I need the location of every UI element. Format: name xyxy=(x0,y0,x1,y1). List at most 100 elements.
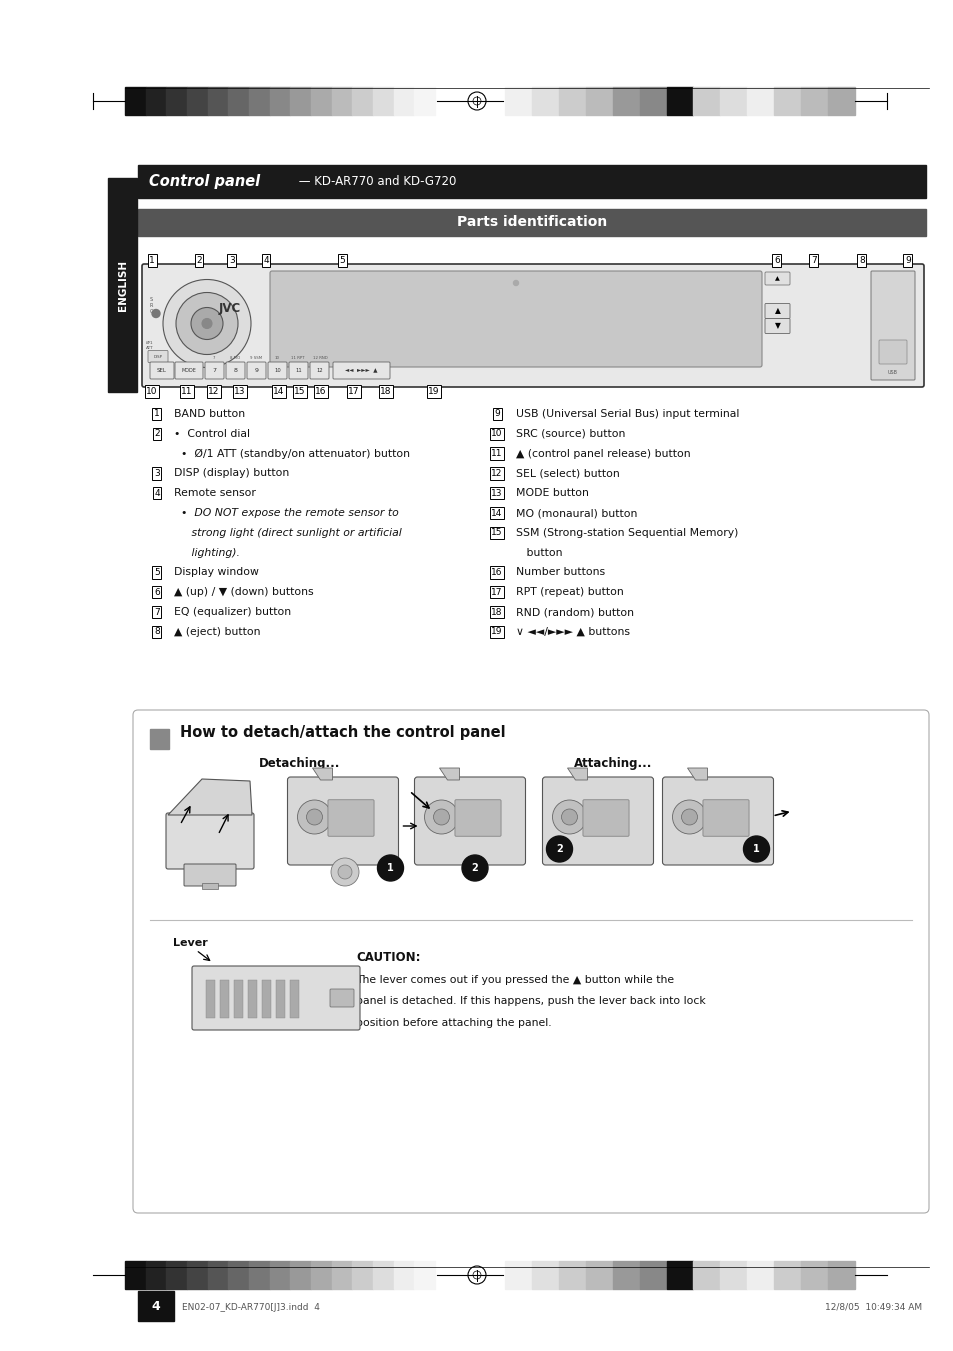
Bar xyxy=(249,86,270,115)
FancyBboxPatch shape xyxy=(582,800,628,836)
Text: CAUTION:: CAUTION: xyxy=(355,951,420,965)
Circle shape xyxy=(331,858,358,886)
Bar xyxy=(720,86,746,115)
Text: 18: 18 xyxy=(491,608,502,616)
Text: Attaching...: Attaching... xyxy=(573,757,652,770)
Circle shape xyxy=(424,800,458,834)
Bar xyxy=(275,979,285,1019)
Text: DISP: DISP xyxy=(153,354,162,358)
Circle shape xyxy=(561,809,577,825)
Text: 15: 15 xyxy=(294,386,305,396)
FancyBboxPatch shape xyxy=(878,340,906,363)
Bar xyxy=(720,1260,746,1289)
Text: USB (Universal Serial Bus) input terminal: USB (Universal Serial Bus) input termina… xyxy=(516,409,739,419)
Bar xyxy=(208,86,228,115)
Text: BAND button: BAND button xyxy=(173,409,245,419)
FancyBboxPatch shape xyxy=(270,272,761,367)
FancyBboxPatch shape xyxy=(702,800,748,836)
Circle shape xyxy=(513,281,518,285)
Bar xyxy=(774,1260,801,1289)
Text: 12 RND: 12 RND xyxy=(313,357,327,359)
Text: 11: 11 xyxy=(181,386,193,396)
Text: 14: 14 xyxy=(273,386,284,396)
FancyBboxPatch shape xyxy=(455,800,500,836)
Bar xyxy=(150,730,169,748)
Text: 12/8/05  10:49:34 AM: 12/8/05 10:49:34 AM xyxy=(824,1302,921,1312)
Bar xyxy=(208,1260,228,1289)
Text: ◄◄  ►►►  ▲: ◄◄ ►►► ▲ xyxy=(345,367,377,373)
Text: ▼: ▼ xyxy=(774,322,780,331)
Bar xyxy=(414,86,435,115)
Text: 6: 6 xyxy=(773,255,779,265)
Bar xyxy=(290,979,298,1019)
Bar xyxy=(138,1292,173,1321)
Bar xyxy=(504,1260,532,1289)
Text: MO (monaural) button: MO (monaural) button xyxy=(516,508,637,517)
FancyBboxPatch shape xyxy=(287,777,398,865)
Bar xyxy=(373,1260,394,1289)
Text: DISP (display) button: DISP (display) button xyxy=(173,469,289,478)
Text: 11: 11 xyxy=(294,367,301,373)
Text: 1: 1 xyxy=(387,863,394,873)
Text: ▲ (up) / ▼ (down) buttons: ▲ (up) / ▼ (down) buttons xyxy=(173,588,314,597)
Text: strong light (direct sunlight or artificial: strong light (direct sunlight or artific… xyxy=(160,528,401,538)
Text: 2: 2 xyxy=(556,844,562,854)
FancyBboxPatch shape xyxy=(764,319,789,334)
FancyBboxPatch shape xyxy=(330,989,354,1006)
Text: 18: 18 xyxy=(380,386,392,396)
FancyBboxPatch shape xyxy=(333,362,390,380)
Bar xyxy=(394,1260,414,1289)
Circle shape xyxy=(552,800,586,834)
Bar xyxy=(693,86,720,115)
Bar xyxy=(827,86,854,115)
Circle shape xyxy=(680,809,697,825)
Bar xyxy=(352,1260,373,1289)
Text: ENGLISH: ENGLISH xyxy=(117,259,128,311)
Bar xyxy=(532,86,558,115)
Bar xyxy=(233,979,243,1019)
Bar xyxy=(125,1260,146,1289)
FancyBboxPatch shape xyxy=(289,362,308,380)
Bar xyxy=(394,86,414,115)
FancyBboxPatch shape xyxy=(661,777,773,865)
FancyBboxPatch shape xyxy=(247,362,266,380)
Circle shape xyxy=(742,836,769,862)
Text: SSM (Strong-station Sequential Memory): SSM (Strong-station Sequential Memory) xyxy=(516,528,738,538)
Text: 9: 9 xyxy=(904,255,910,265)
Text: 4: 4 xyxy=(263,255,269,265)
Text: 3: 3 xyxy=(154,469,160,478)
Bar xyxy=(138,165,925,199)
Text: 11 RPT: 11 RPT xyxy=(291,357,305,359)
Text: 9 SSM: 9 SSM xyxy=(250,357,262,359)
Text: ▲ (eject) button: ▲ (eject) button xyxy=(173,627,260,636)
Text: Remote sensor: Remote sensor xyxy=(173,488,255,499)
Bar xyxy=(558,86,585,115)
Text: 8: 8 xyxy=(154,627,160,636)
Text: 8 MO: 8 MO xyxy=(230,357,240,359)
FancyBboxPatch shape xyxy=(142,263,923,386)
Bar xyxy=(504,86,532,115)
Text: 2: 2 xyxy=(154,430,160,438)
Bar xyxy=(146,86,166,115)
Bar xyxy=(311,1260,332,1289)
FancyBboxPatch shape xyxy=(226,362,245,380)
Text: Number buttons: Number buttons xyxy=(516,567,604,577)
Bar xyxy=(693,1260,720,1289)
FancyBboxPatch shape xyxy=(174,362,203,380)
FancyBboxPatch shape xyxy=(132,711,928,1213)
Circle shape xyxy=(433,809,449,825)
Text: 12: 12 xyxy=(491,469,502,478)
Text: SEL (select) button: SEL (select) button xyxy=(516,469,619,478)
Text: How to detach/attach the control panel: How to detach/attach the control panel xyxy=(180,725,505,740)
Text: 8: 8 xyxy=(859,255,864,265)
Bar xyxy=(612,1260,639,1289)
Text: Display window: Display window xyxy=(173,567,258,577)
Polygon shape xyxy=(168,780,252,815)
Bar xyxy=(414,1260,435,1289)
Text: 12: 12 xyxy=(208,386,219,396)
Text: ▲: ▲ xyxy=(774,276,779,281)
Circle shape xyxy=(546,836,572,862)
Bar xyxy=(332,86,352,115)
Text: Detaching...: Detaching... xyxy=(259,757,340,770)
FancyBboxPatch shape xyxy=(148,350,168,362)
